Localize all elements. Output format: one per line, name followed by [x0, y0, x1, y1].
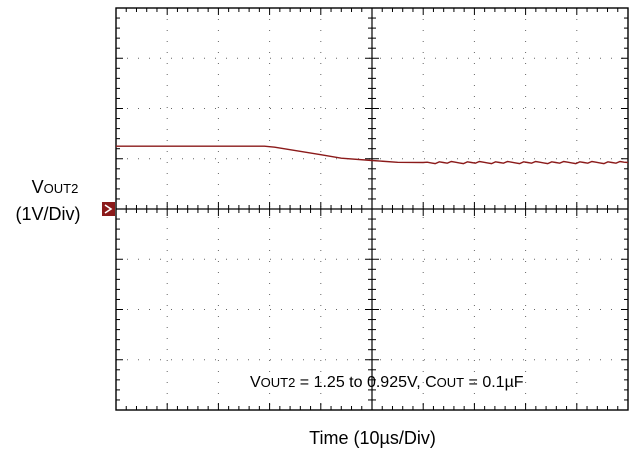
channel-marker-arrow [104, 204, 113, 214]
vout2-trace [116, 145, 629, 165]
annotation-v: V [250, 374, 261, 391]
y-label-main: V [31, 177, 44, 197]
plot-annotation: VOUT2 = 1.25 to 0.925V, COUT = 0.1µF [250, 374, 524, 392]
grid [116, 8, 628, 410]
y-axis-label: VOUT2 [0, 177, 110, 199]
x-axis-label: Time (10µs/Div) [309, 428, 436, 448]
plot-frame [115, 7, 629, 411]
channel-marker [102, 202, 115, 216]
annotation-c-text: = 0.1µF [464, 374, 524, 391]
channel-marker-box [102, 202, 115, 216]
annotation-c-sub: OUT [436, 375, 465, 390]
y-axis-scale: (1V/Div) [15, 204, 81, 224]
y-label-sub: OUT2 [43, 181, 79, 196]
annotation-v-text: = 1.25 to 0.925V, C [295, 374, 437, 391]
axis-ticks [115, 7, 629, 411]
annotation-v-sub: OUT2 [260, 375, 296, 390]
